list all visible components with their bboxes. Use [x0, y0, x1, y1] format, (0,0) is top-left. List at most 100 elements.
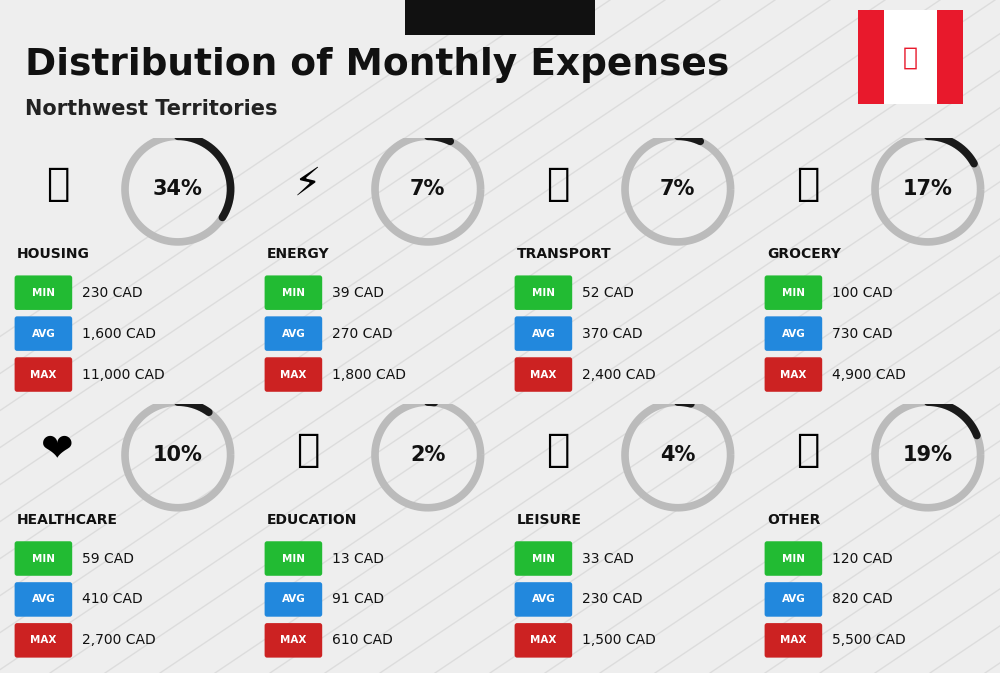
FancyBboxPatch shape	[765, 275, 822, 310]
Text: 💛: 💛	[796, 431, 819, 469]
Text: OTHER: OTHER	[767, 513, 820, 527]
Text: MIN: MIN	[282, 287, 305, 297]
Text: MIN: MIN	[782, 553, 805, 563]
Text: 🍁: 🍁	[903, 45, 918, 69]
Text: 1,800 CAD: 1,800 CAD	[332, 367, 406, 382]
FancyBboxPatch shape	[265, 316, 322, 351]
FancyBboxPatch shape	[15, 357, 72, 392]
Text: 39 CAD: 39 CAD	[332, 285, 384, 299]
FancyBboxPatch shape	[515, 275, 572, 310]
Text: 19%: 19%	[903, 445, 953, 465]
Text: EDUCATION: EDUCATION	[267, 513, 357, 527]
Text: AVG: AVG	[32, 328, 55, 339]
Text: TRANSPORT: TRANSPORT	[517, 247, 612, 261]
FancyBboxPatch shape	[265, 623, 322, 658]
Text: MAX: MAX	[530, 369, 557, 380]
FancyBboxPatch shape	[15, 623, 72, 658]
Text: 17%: 17%	[903, 179, 953, 199]
Text: 52 CAD: 52 CAD	[582, 285, 634, 299]
Text: MAX: MAX	[280, 635, 307, 645]
FancyBboxPatch shape	[765, 357, 822, 392]
Text: 1,500 CAD: 1,500 CAD	[582, 633, 656, 647]
Text: 🚌: 🚌	[546, 165, 569, 203]
FancyBboxPatch shape	[515, 357, 572, 392]
Text: MIN: MIN	[32, 553, 55, 563]
Text: AVG: AVG	[282, 328, 305, 339]
FancyBboxPatch shape	[265, 541, 322, 576]
FancyBboxPatch shape	[515, 316, 572, 351]
Text: MAX: MAX	[780, 635, 807, 645]
FancyBboxPatch shape	[765, 541, 822, 576]
Text: MIN: MIN	[782, 287, 805, 297]
Text: AVG: AVG	[32, 594, 55, 604]
Text: 91 CAD: 91 CAD	[332, 592, 384, 606]
Text: 410 CAD: 410 CAD	[82, 592, 143, 606]
Text: 🏙: 🏙	[46, 165, 69, 203]
FancyBboxPatch shape	[15, 316, 72, 351]
Text: 820 CAD: 820 CAD	[832, 592, 893, 606]
Text: AVG: AVG	[532, 594, 555, 604]
FancyBboxPatch shape	[765, 582, 822, 616]
Text: 230 CAD: 230 CAD	[82, 285, 142, 299]
Text: MAX: MAX	[30, 635, 57, 645]
FancyBboxPatch shape	[765, 623, 822, 658]
Text: MAX: MAX	[30, 369, 57, 380]
Text: 🛒: 🛒	[796, 165, 819, 203]
Text: 2,400 CAD: 2,400 CAD	[582, 367, 656, 382]
Text: HOUSING: HOUSING	[17, 247, 90, 261]
Text: 5,500 CAD: 5,500 CAD	[832, 633, 906, 647]
Text: MIN: MIN	[532, 553, 555, 563]
Text: MAX: MAX	[780, 369, 807, 380]
Text: ⚡: ⚡	[294, 165, 321, 203]
Text: 33 CAD: 33 CAD	[582, 551, 634, 565]
FancyBboxPatch shape	[405, 0, 595, 35]
FancyBboxPatch shape	[15, 541, 72, 576]
Text: 13 CAD: 13 CAD	[332, 551, 384, 565]
Text: LEISURE: LEISURE	[517, 513, 582, 527]
FancyBboxPatch shape	[515, 582, 572, 616]
Text: 100 CAD: 100 CAD	[832, 285, 893, 299]
Text: 7%: 7%	[660, 179, 695, 199]
FancyBboxPatch shape	[15, 582, 72, 616]
FancyBboxPatch shape	[265, 275, 322, 310]
Text: ❤️: ❤️	[41, 431, 74, 469]
Text: 2,700 CAD: 2,700 CAD	[82, 633, 156, 647]
Text: 7%: 7%	[410, 179, 445, 199]
Text: MIN: MIN	[32, 287, 55, 297]
Text: Northwest Territories: Northwest Territories	[25, 99, 278, 119]
Text: MAX: MAX	[280, 369, 307, 380]
Text: AVG: AVG	[782, 594, 805, 604]
Text: MIN: MIN	[282, 553, 305, 563]
Text: MIN: MIN	[532, 287, 555, 297]
Text: 610 CAD: 610 CAD	[332, 633, 393, 647]
Bar	[884, 10, 937, 104]
Text: 1,600 CAD: 1,600 CAD	[82, 326, 156, 341]
Text: AVG: AVG	[782, 328, 805, 339]
Text: Distribution of Monthly Expenses: Distribution of Monthly Expenses	[25, 47, 729, 83]
Text: 4%: 4%	[660, 445, 695, 465]
FancyBboxPatch shape	[15, 275, 72, 310]
Text: GROCERY: GROCERY	[767, 247, 841, 261]
Text: Individual: Individual	[466, 9, 534, 23]
Text: 270 CAD: 270 CAD	[332, 326, 392, 341]
Text: 🛍: 🛍	[546, 431, 569, 469]
FancyBboxPatch shape	[765, 316, 822, 351]
Text: 10%: 10%	[153, 445, 203, 465]
FancyBboxPatch shape	[515, 623, 572, 658]
FancyBboxPatch shape	[265, 357, 322, 392]
Text: AVG: AVG	[282, 594, 305, 604]
Text: AVG: AVG	[532, 328, 555, 339]
FancyBboxPatch shape	[515, 541, 572, 576]
Text: 11,000 CAD: 11,000 CAD	[82, 367, 165, 382]
Text: HEALTHCARE: HEALTHCARE	[17, 513, 118, 527]
Text: 730 CAD: 730 CAD	[832, 326, 892, 341]
Text: MAX: MAX	[530, 635, 557, 645]
Text: ENERGY: ENERGY	[267, 247, 330, 261]
Text: 34%: 34%	[153, 179, 203, 199]
FancyBboxPatch shape	[265, 582, 322, 616]
Text: 59 CAD: 59 CAD	[82, 551, 134, 565]
Text: 120 CAD: 120 CAD	[832, 551, 893, 565]
Text: 🎓: 🎓	[296, 431, 319, 469]
Text: 2%: 2%	[410, 445, 445, 465]
Bar	[937, 10, 963, 104]
